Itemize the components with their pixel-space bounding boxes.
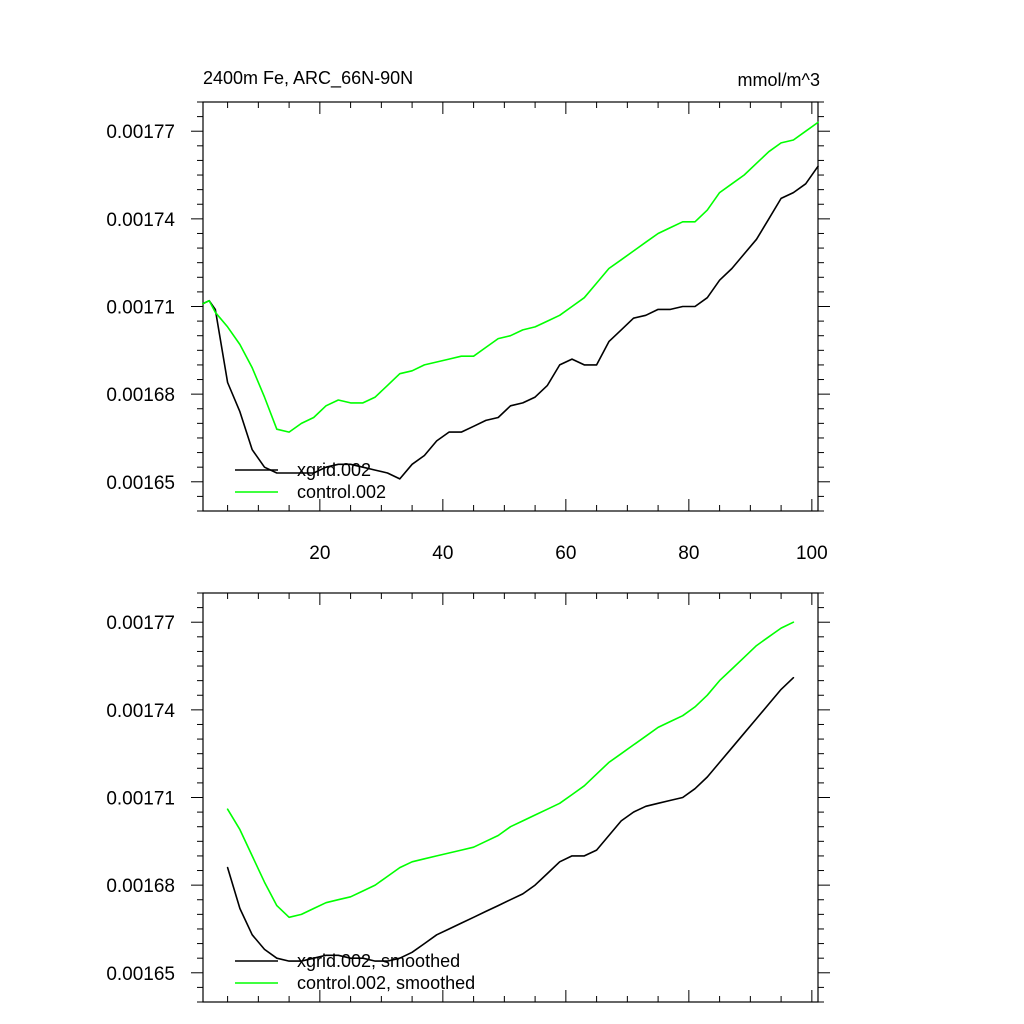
legend-label: xgrid.002, smoothed xyxy=(297,951,460,971)
axis-ticks xyxy=(191,101,830,512)
axis-ticks xyxy=(191,592,830,1003)
x-axis-labels: 20 40 60 80 100 xyxy=(309,543,827,564)
y-tick-label: 0.00168 xyxy=(106,876,175,897)
y-tick-label: 0.00174 xyxy=(106,701,175,722)
y-tick-label: 0.00177 xyxy=(106,613,175,634)
y-tick-label: 0.00177 xyxy=(106,122,175,143)
x-tick-label: 100 xyxy=(796,543,828,564)
y-axis-labels: 0.00165 0.00168 0.00171 0.00174 0.00177 xyxy=(106,122,175,494)
top-panel: 2400m Fe, ARC_66N-90N mmol/m^3 20 40 60 80 1… xyxy=(106,68,830,564)
y-tick-label: 0.00165 xyxy=(106,473,175,494)
y-tick-label: 0.00165 xyxy=(106,964,175,985)
series-line-control xyxy=(226,621,795,919)
bottom-panel: 0.00165 0.00168 0.00171 0.00174 0.00177 xgri… xyxy=(106,592,830,1003)
y-tick-label: 0.00168 xyxy=(106,385,175,406)
series-lines xyxy=(226,621,795,962)
y-axis-labels: 0.00165 0.00168 0.00171 0.00174 0.00177 xyxy=(106,613,175,985)
legend-label: control.002 xyxy=(297,482,386,502)
x-tick-label: 60 xyxy=(555,543,576,564)
chart-title: 2400m Fe, ARC_66N-90N xyxy=(203,68,413,89)
series-line-xgrid xyxy=(226,676,795,962)
legend-label: control.002, smoothed xyxy=(297,973,475,993)
y-tick-label: 0.00174 xyxy=(106,210,175,231)
legend-label: xgrid.002 xyxy=(297,460,371,480)
y-tick-label: 0.00171 xyxy=(106,298,175,319)
series-line-xgrid xyxy=(202,165,819,480)
plot-frame xyxy=(202,101,819,512)
y-tick-label: 0.00171 xyxy=(106,789,175,810)
series-lines xyxy=(202,121,819,480)
plot-frame xyxy=(202,592,819,1003)
x-tick-label: 20 xyxy=(309,543,330,564)
x-tick-label: 80 xyxy=(678,543,699,564)
units-label: mmol/m^3 xyxy=(738,70,820,90)
series-line-control xyxy=(202,121,819,433)
x-tick-label: 40 xyxy=(432,543,453,564)
